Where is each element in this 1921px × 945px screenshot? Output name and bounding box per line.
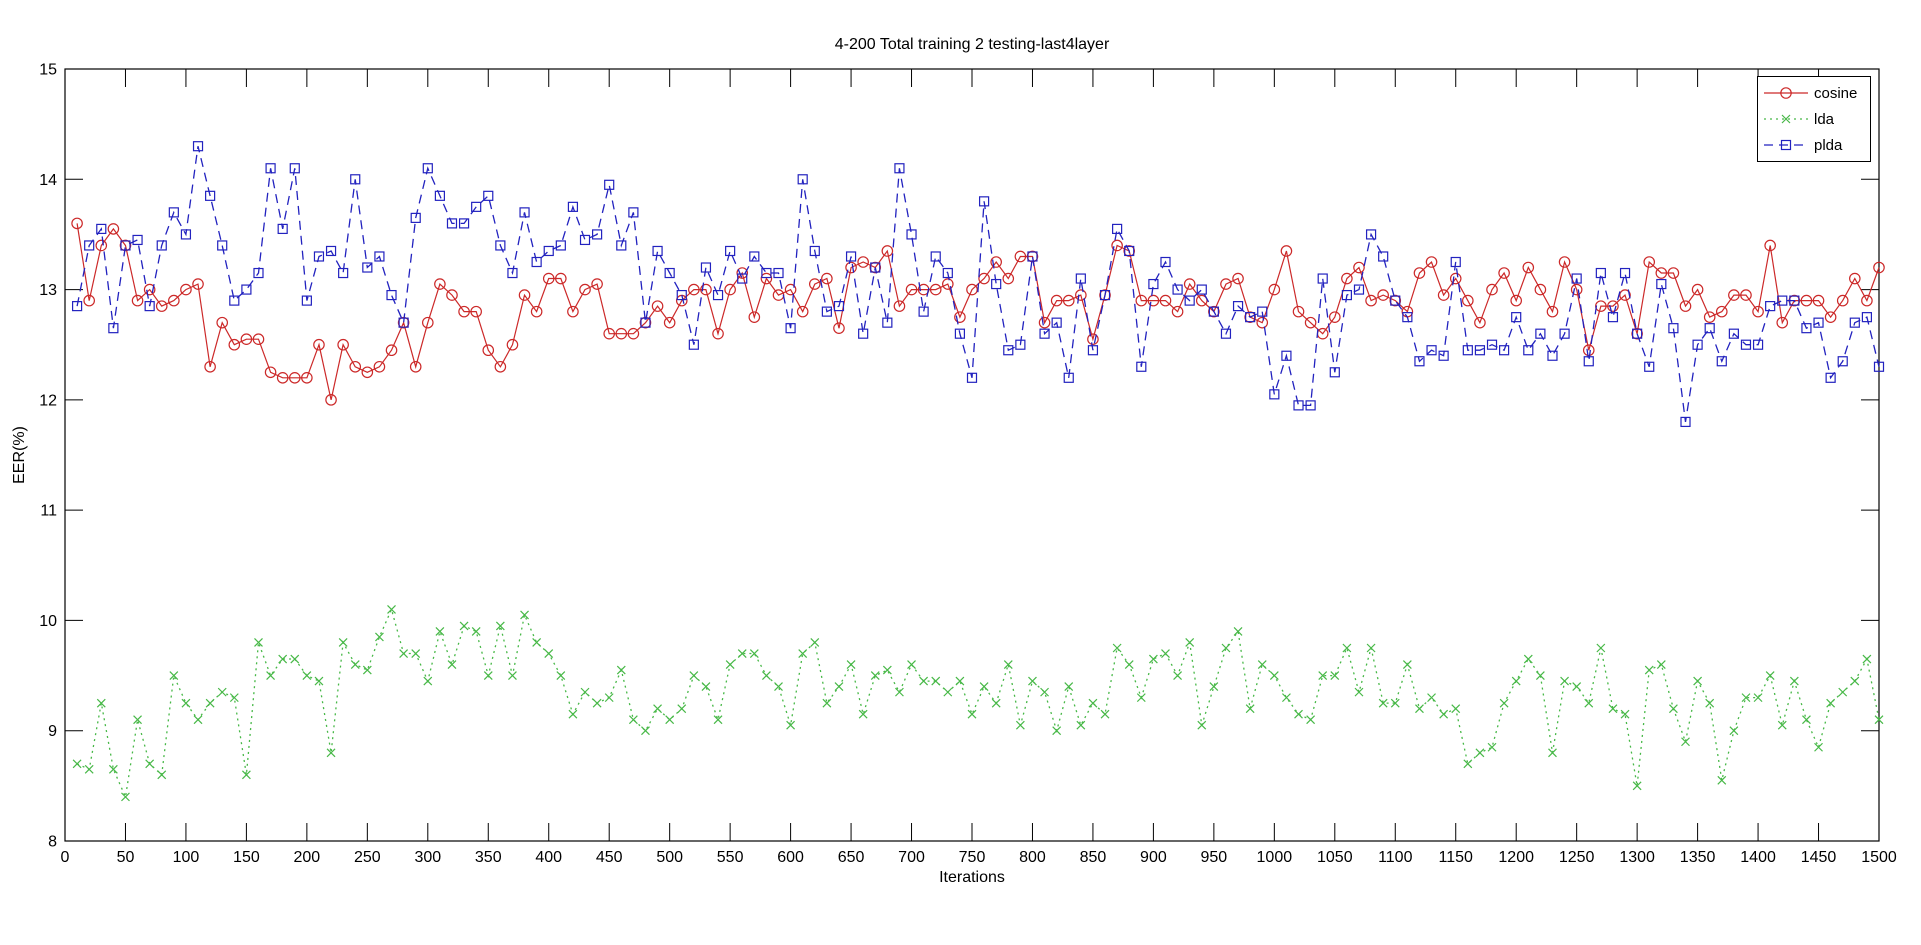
legend-item-cosine: cosine <box>1763 85 1868 101</box>
legend-label-plda: plda <box>1814 136 1843 154</box>
plda-sample-line <box>1764 139 1808 151</box>
svg-text:13: 13 <box>39 282 57 299</box>
svg-text:1150: 1150 <box>1439 849 1474 866</box>
svg-text:850: 850 <box>1080 849 1107 866</box>
series-plda-markers <box>71 141 1885 428</box>
legend-item-lda: lda <box>1763 111 1868 127</box>
svg-text:1000: 1000 <box>1257 849 1293 866</box>
svg-text:150: 150 <box>233 849 260 866</box>
svg-text:950: 950 <box>1201 849 1228 866</box>
svg-text:10: 10 <box>39 613 57 630</box>
svg-text:400: 400 <box>535 849 562 866</box>
svg-text:1250: 1250 <box>1559 849 1595 866</box>
svg-text:200: 200 <box>294 849 321 866</box>
series-lda-markers <box>72 604 1884 802</box>
lda-sample-line <box>1764 114 1808 124</box>
svg-text:550: 550 <box>717 849 744 866</box>
svg-text:1050: 1050 <box>1317 849 1353 866</box>
svg-text:0: 0 <box>61 849 70 866</box>
legend-label-lda: lda <box>1814 110 1835 128</box>
svg-text:900: 900 <box>1140 849 1167 866</box>
svg-text:1200: 1200 <box>1498 849 1534 866</box>
svg-text:1450: 1450 <box>1801 849 1837 866</box>
svg-text:350: 350 <box>475 849 502 866</box>
legend-sample-lda <box>1763 111 1809 127</box>
legend-label-cosine: cosine <box>1814 84 1858 102</box>
svg-text:600: 600 <box>777 849 804 866</box>
svg-text:12: 12 <box>39 392 57 409</box>
svg-text:15: 15 <box>39 62 57 79</box>
svg-text:1350: 1350 <box>1680 849 1716 866</box>
svg-text:800: 800 <box>1019 849 1046 866</box>
plot-frame <box>64 68 1880 842</box>
x-axis-label: Iterations <box>939 869 1005 886</box>
legend-sample-cosine <box>1763 85 1809 101</box>
svg-text:300: 300 <box>414 849 441 866</box>
svg-text:500: 500 <box>656 849 683 866</box>
svg-text:250: 250 <box>354 849 381 866</box>
svg-text:700: 700 <box>898 849 925 866</box>
series-lda <box>72 604 1884 802</box>
svg-text:1500: 1500 <box>1861 849 1897 866</box>
legend: cosine lda plda <box>1757 76 1871 162</box>
series-cosine-markers <box>71 217 1885 406</box>
svg-text:1400: 1400 <box>1740 849 1776 866</box>
svg-text:1100: 1100 <box>1378 849 1413 866</box>
x-axis-ticks: 0 50 100 150 200 250 300 350 400 450 500 550 600 650 7… <box>61 69 1897 866</box>
cosine-sample-line <box>1764 87 1808 99</box>
svg-text:1300: 1300 <box>1619 849 1655 866</box>
svg-text:14: 14 <box>39 172 57 189</box>
chart-title: 4-200 Total training 2 testing-last4laye… <box>834 36 1110 53</box>
series-plda <box>71 141 1885 428</box>
svg-text:450: 450 <box>596 849 623 866</box>
svg-text:100: 100 <box>173 849 200 866</box>
legend-item-plda: plda <box>1763 137 1868 153</box>
svg-text:8: 8 <box>48 834 57 851</box>
svg-text:650: 650 <box>838 849 865 866</box>
svg-text:750: 750 <box>959 849 986 866</box>
series-cosine <box>71 217 1885 406</box>
svg-text:11: 11 <box>40 503 57 520</box>
legend-sample-plda <box>1763 137 1809 153</box>
svg-text:50: 50 <box>117 849 135 866</box>
y-axis-label: EER(%) <box>11 426 28 484</box>
svg-text:9: 9 <box>48 723 57 740</box>
y-axis-ticks: 8 9 10 11 12 13 14 15 <box>39 62 1879 851</box>
